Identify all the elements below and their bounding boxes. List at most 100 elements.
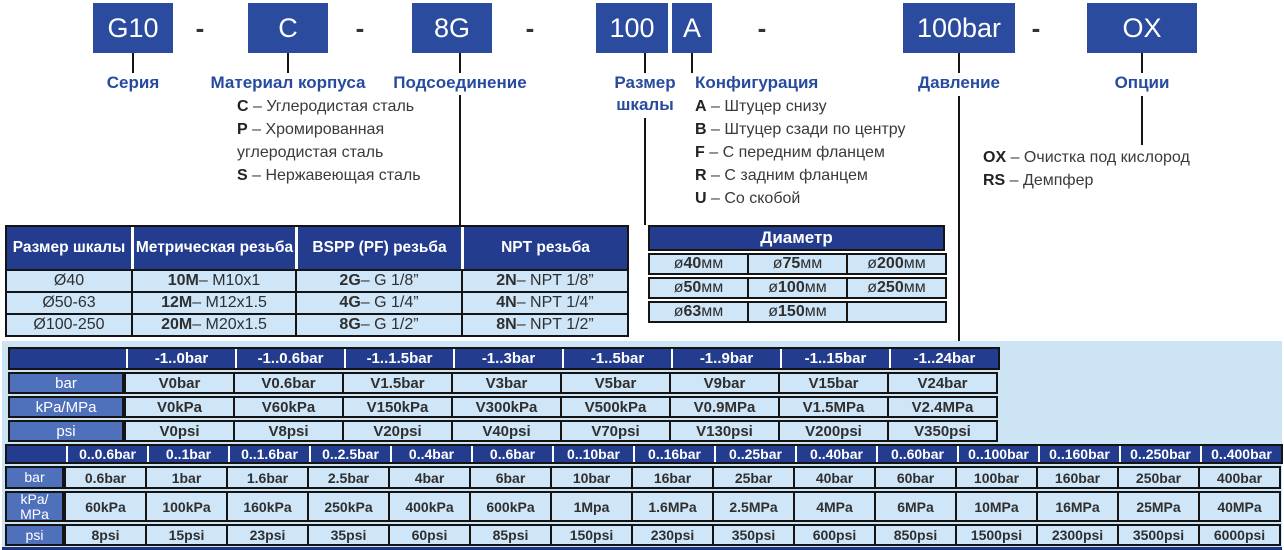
table-cell: V8psi [233,420,344,442]
table-cell: 12M – M12x1.5 [131,291,297,315]
table-cell: 250bar [1117,466,1200,489]
table-cell: 2N – NPT 1/8” [461,269,629,293]
connector-line-dial-size [644,118,646,225]
column-header: -1..0bar [126,349,235,368]
table-cell: 230psi [631,524,714,546]
column-header: 0..400bar [1200,446,1281,462]
table-cell: ø 50 мм [648,277,749,299]
table-cell: V300kPa [451,396,562,418]
table-cell: 600psi [793,524,876,546]
table-cell: ø 250 мм [846,277,947,299]
column-header: -1..5bar [562,349,671,368]
table-cell: V60kPa [233,396,344,418]
column-header: 0..1bar [147,446,228,462]
code-segment-dial-size: 100 [596,3,668,53]
thread-table: Размер шкалы Метрическая резьба BSPP (PF) … [5,225,629,337]
option-item: S – Нержавеющая сталь [237,167,421,184]
table-cell: 8G – G 1/2” [295,313,463,337]
option-item: B – Штуцер сзади по центру [695,121,906,138]
column-header: 0..40bar [795,446,876,462]
field-label-options: Опции [1114,73,1170,92]
table-cell: 16bar [631,466,714,489]
column-header: NPT резьба [461,227,627,269]
table-cell: 1500psi [955,524,1038,546]
connector-line [958,53,960,73]
column-header: -1..15bar [780,349,889,368]
table-cell: 15psi [145,524,228,546]
table-cell: ø 100 мм [747,277,848,299]
connector-line-pressure [958,96,960,341]
table-cell: Ø50-63 [5,291,133,315]
column-header: 0..2.5bar [309,446,390,462]
table-cell: V0kPa [124,396,235,418]
column-header: Размер шкалы [7,227,131,269]
row-label: kPa/​MPa [5,491,64,522]
table-cell: 60psi [388,524,471,546]
table-cell: Ø40 [5,269,133,293]
table-cell: V20psi [342,420,453,442]
table-cell: 1.6bar [226,466,309,489]
table-cell: 0.6bar [64,466,147,489]
table-row: Ø40 10M – M10x1 2G – G 1/8” 2N – NPT 1/8” [5,269,629,293]
table-cell: 4N – NPT 1/4” [461,291,629,315]
table-cell: V40psi [451,420,562,442]
column-header: 0..6bar [471,446,552,462]
code-segment-pressure: 100bar [903,3,1015,53]
code-separator: - [1031,12,1041,43]
table-cell: 10MPa [955,491,1038,522]
table-cell: 1bar [145,466,228,489]
table-row: Ø50-63 12M – M12x1.5 4G – G 1/4” 4N – NPT 1… [5,291,629,315]
field-label-dial-size: Размер шкалы [614,73,676,114]
option-item: OX – Очистка под кислород [983,149,1190,166]
connector-line [1141,53,1143,73]
column-header: 0..1.6bar [228,446,309,462]
code-separator: - [195,12,205,43]
column-header: 0..4bar [390,446,471,462]
code-segment-connection: 8G [412,3,492,53]
field-label-configuration: Конфигурация [695,73,819,92]
table-cell: 400kPa [388,491,471,522]
column-header: 0..160bar [1038,446,1119,462]
option-item: P – Хромированная углеродистая сталь [237,121,385,161]
table-row: kPa/​MPa V0kPa V60kPa V150kPa V300kPa V500kPa… [8,396,1000,418]
table-cell: 100kPa [145,491,228,522]
table-row: ø 40 мм ø 75 мм ø 200 мм [648,253,947,275]
connector-line-connection [459,95,461,225]
column-header: -1..1.5bar [344,349,453,368]
table-cell: 35psi [307,524,390,546]
table-cell: Ø100-250 [5,313,133,337]
row-label: bar [8,372,124,394]
table-cell: ø 63 мм [648,301,749,323]
table-cell: V350psi [887,420,998,442]
table-cell: 100bar [955,466,1038,489]
corner-cell [7,446,66,462]
code-segment-configuration: A [672,3,712,53]
option-item: F – С передним фланцем [695,144,885,161]
table-cell: V9bar [669,372,780,394]
connector-line [132,53,134,73]
table-cell: V0.9MPa [669,396,780,418]
range-table-header-row: 0..0.6bar 0..1bar 0..1.6bar 0..2.5bar 0..4ba… [5,444,1283,464]
column-header: Метрическая резьба [131,227,295,269]
row-label: psi [8,420,124,442]
option-item: RS – Демпфер [983,172,1094,189]
table-cell: 8N – NPT 1/2” [461,313,629,337]
connector-line [691,53,693,73]
table-row: bar 0.6bar 1bar 1.6bar 2.5bar 4bar 6bar 10bar 16… [5,466,1283,489]
table-cell: 4MPa [793,491,876,522]
table-cell: V5bar [560,372,671,394]
column-header: -1..3bar [453,349,562,368]
thread-table-header-row: Размер шкалы Метрическая резьба BSPP (PF) … [5,225,629,271]
code-segment-material: C [248,3,328,53]
row-label: bar [5,466,64,489]
table-row: ø 50 мм ø 100 мм ø 250 мм [648,277,947,299]
table-cell [846,301,947,323]
options-list: OX – Очистка под кислород RS – Демпфер [983,146,1263,192]
table-row: kPa/​MPa 60kPa 100kPa 160kPa 250kPa 400kPa 600… [5,491,1283,522]
table-cell: V15bar [778,372,889,394]
table-row: ø 63 мм ø 150 мм [648,301,947,323]
table-cell: 2.5bar [307,466,390,489]
table-cell: 1.6MPa [631,491,714,522]
connector-line [459,53,461,73]
